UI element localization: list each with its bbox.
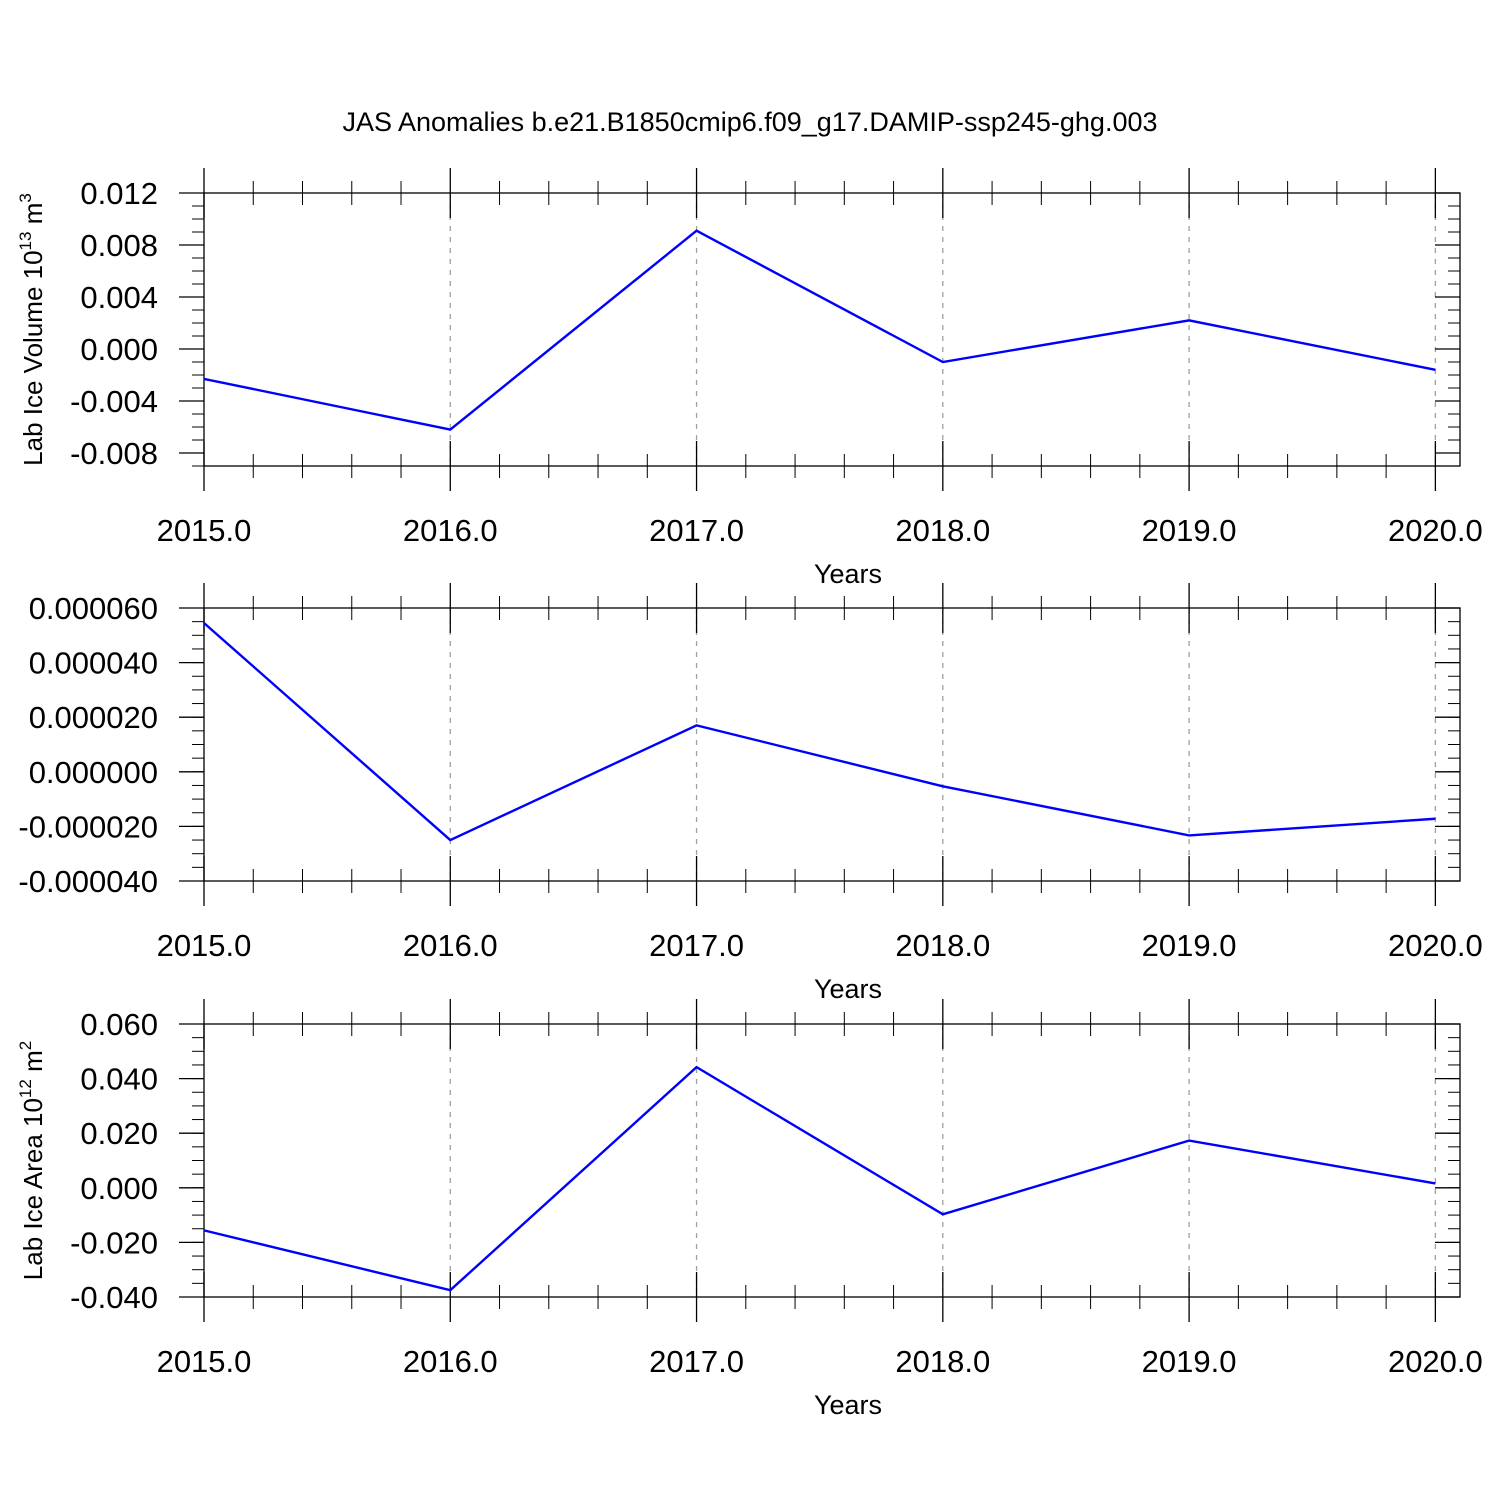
x-tick-label: 2015.0 bbox=[157, 513, 252, 548]
x-tick-label: 2016.0 bbox=[403, 513, 498, 548]
y-axis-label-unit: m bbox=[18, 203, 48, 232]
x-tick-label: 2020.0 bbox=[1388, 1344, 1483, 1379]
y-axis-label-unit: m bbox=[18, 1050, 48, 1079]
y-tick-label: 0.040 bbox=[80, 1062, 158, 1097]
series-line bbox=[203, 1065, 1436, 1292]
chart-panel-1: 2015.0 2016.0 2017.0 2018.0 2019.0 2020.0 -0.0… bbox=[16, 168, 1483, 589]
y-tick-label: -0.008 bbox=[70, 436, 158, 471]
x-tick-label: 2017.0 bbox=[649, 1344, 744, 1379]
y-tick-label: -0.020 bbox=[70, 1225, 158, 1260]
y-axis-label-text: Lab Ice Volume 10 bbox=[18, 250, 48, 465]
y-axis-label-exponent: 13 bbox=[16, 232, 35, 251]
x-tick-label: 2019.0 bbox=[1142, 1344, 1237, 1379]
y-tick-label: -0.000020 bbox=[18, 809, 158, 844]
x-axis-label: Years bbox=[814, 974, 882, 1004]
y-axis-label-text: Lab Ice Area 10 bbox=[18, 1098, 48, 1280]
y-tick-label: 0.008 bbox=[80, 228, 158, 263]
y-tick-label: 0.000 bbox=[80, 332, 158, 367]
x-tick-label: 2019.0 bbox=[1142, 513, 1237, 548]
x-tick-label: 2020.0 bbox=[1388, 928, 1483, 963]
y-tick-label: 0.012 bbox=[80, 176, 158, 211]
chart-panel-2: 2015.0 2016.0 2017.0 2018.0 2019.0 2020.0 -0.0… bbox=[18, 583, 1483, 1004]
y-axis-label-exponent: 12 bbox=[16, 1079, 35, 1098]
plot-frame bbox=[203, 607, 1461, 882]
x-axis-label: Years bbox=[814, 559, 882, 589]
x-tick-label: 2018.0 bbox=[895, 928, 990, 963]
plot-frame bbox=[203, 1023, 1461, 1298]
x-tick-label: 2018.0 bbox=[895, 513, 990, 548]
x-axis-label: Years bbox=[814, 1390, 882, 1420]
y-axis-label: Lab Ice Area 1012 m2 bbox=[16, 1041, 48, 1280]
y-tick-label: 0.000020 bbox=[29, 700, 158, 735]
x-tick-label: 2017.0 bbox=[649, 928, 744, 963]
x-tick-label: 2017.0 bbox=[649, 513, 744, 548]
y-tick-label: -0.004 bbox=[70, 384, 158, 419]
x-tick-label: 2015.0 bbox=[157, 1344, 252, 1379]
y-axis-label-unit-exponent: 3 bbox=[16, 193, 35, 202]
y-tick-label: 0.020 bbox=[80, 1116, 158, 1151]
plot-frame bbox=[203, 192, 1461, 467]
y-tick-label: -0.000040 bbox=[18, 864, 158, 899]
y-tick-label: 0.000000 bbox=[29, 755, 158, 790]
x-tick-label: 2020.0 bbox=[1388, 513, 1483, 548]
y-tick-label: 0.000040 bbox=[29, 646, 158, 681]
y-tick-label: 0.060 bbox=[80, 1007, 158, 1042]
series-line bbox=[203, 229, 1436, 431]
x-tick-label: 2019.0 bbox=[1142, 928, 1237, 963]
y-tick-label: 0.000 bbox=[80, 1171, 158, 1206]
y-tick-label: 0.000060 bbox=[29, 591, 158, 626]
y-axis-label-unit-exponent: 2 bbox=[16, 1041, 35, 1050]
figure-title: JAS Anomalies b.e21.B1850cmip6.f09_g17.D… bbox=[342, 107, 1157, 137]
x-tick-label: 2016.0 bbox=[403, 928, 498, 963]
y-axis-label: Lab Ice Volume 1013 m3 bbox=[16, 193, 48, 466]
y-tick-label: -0.040 bbox=[70, 1280, 158, 1315]
x-tick-label: 2015.0 bbox=[157, 928, 252, 963]
y-tick-label: 0.004 bbox=[80, 280, 158, 315]
x-tick-label: 2018.0 bbox=[895, 1344, 990, 1379]
chart-panel-3: 2015.0 2016.0 2017.0 2018.0 2019.0 2020.0 -0.0… bbox=[16, 999, 1483, 1420]
series-line bbox=[203, 622, 1436, 842]
x-tick-label: 2016.0 bbox=[403, 1344, 498, 1379]
